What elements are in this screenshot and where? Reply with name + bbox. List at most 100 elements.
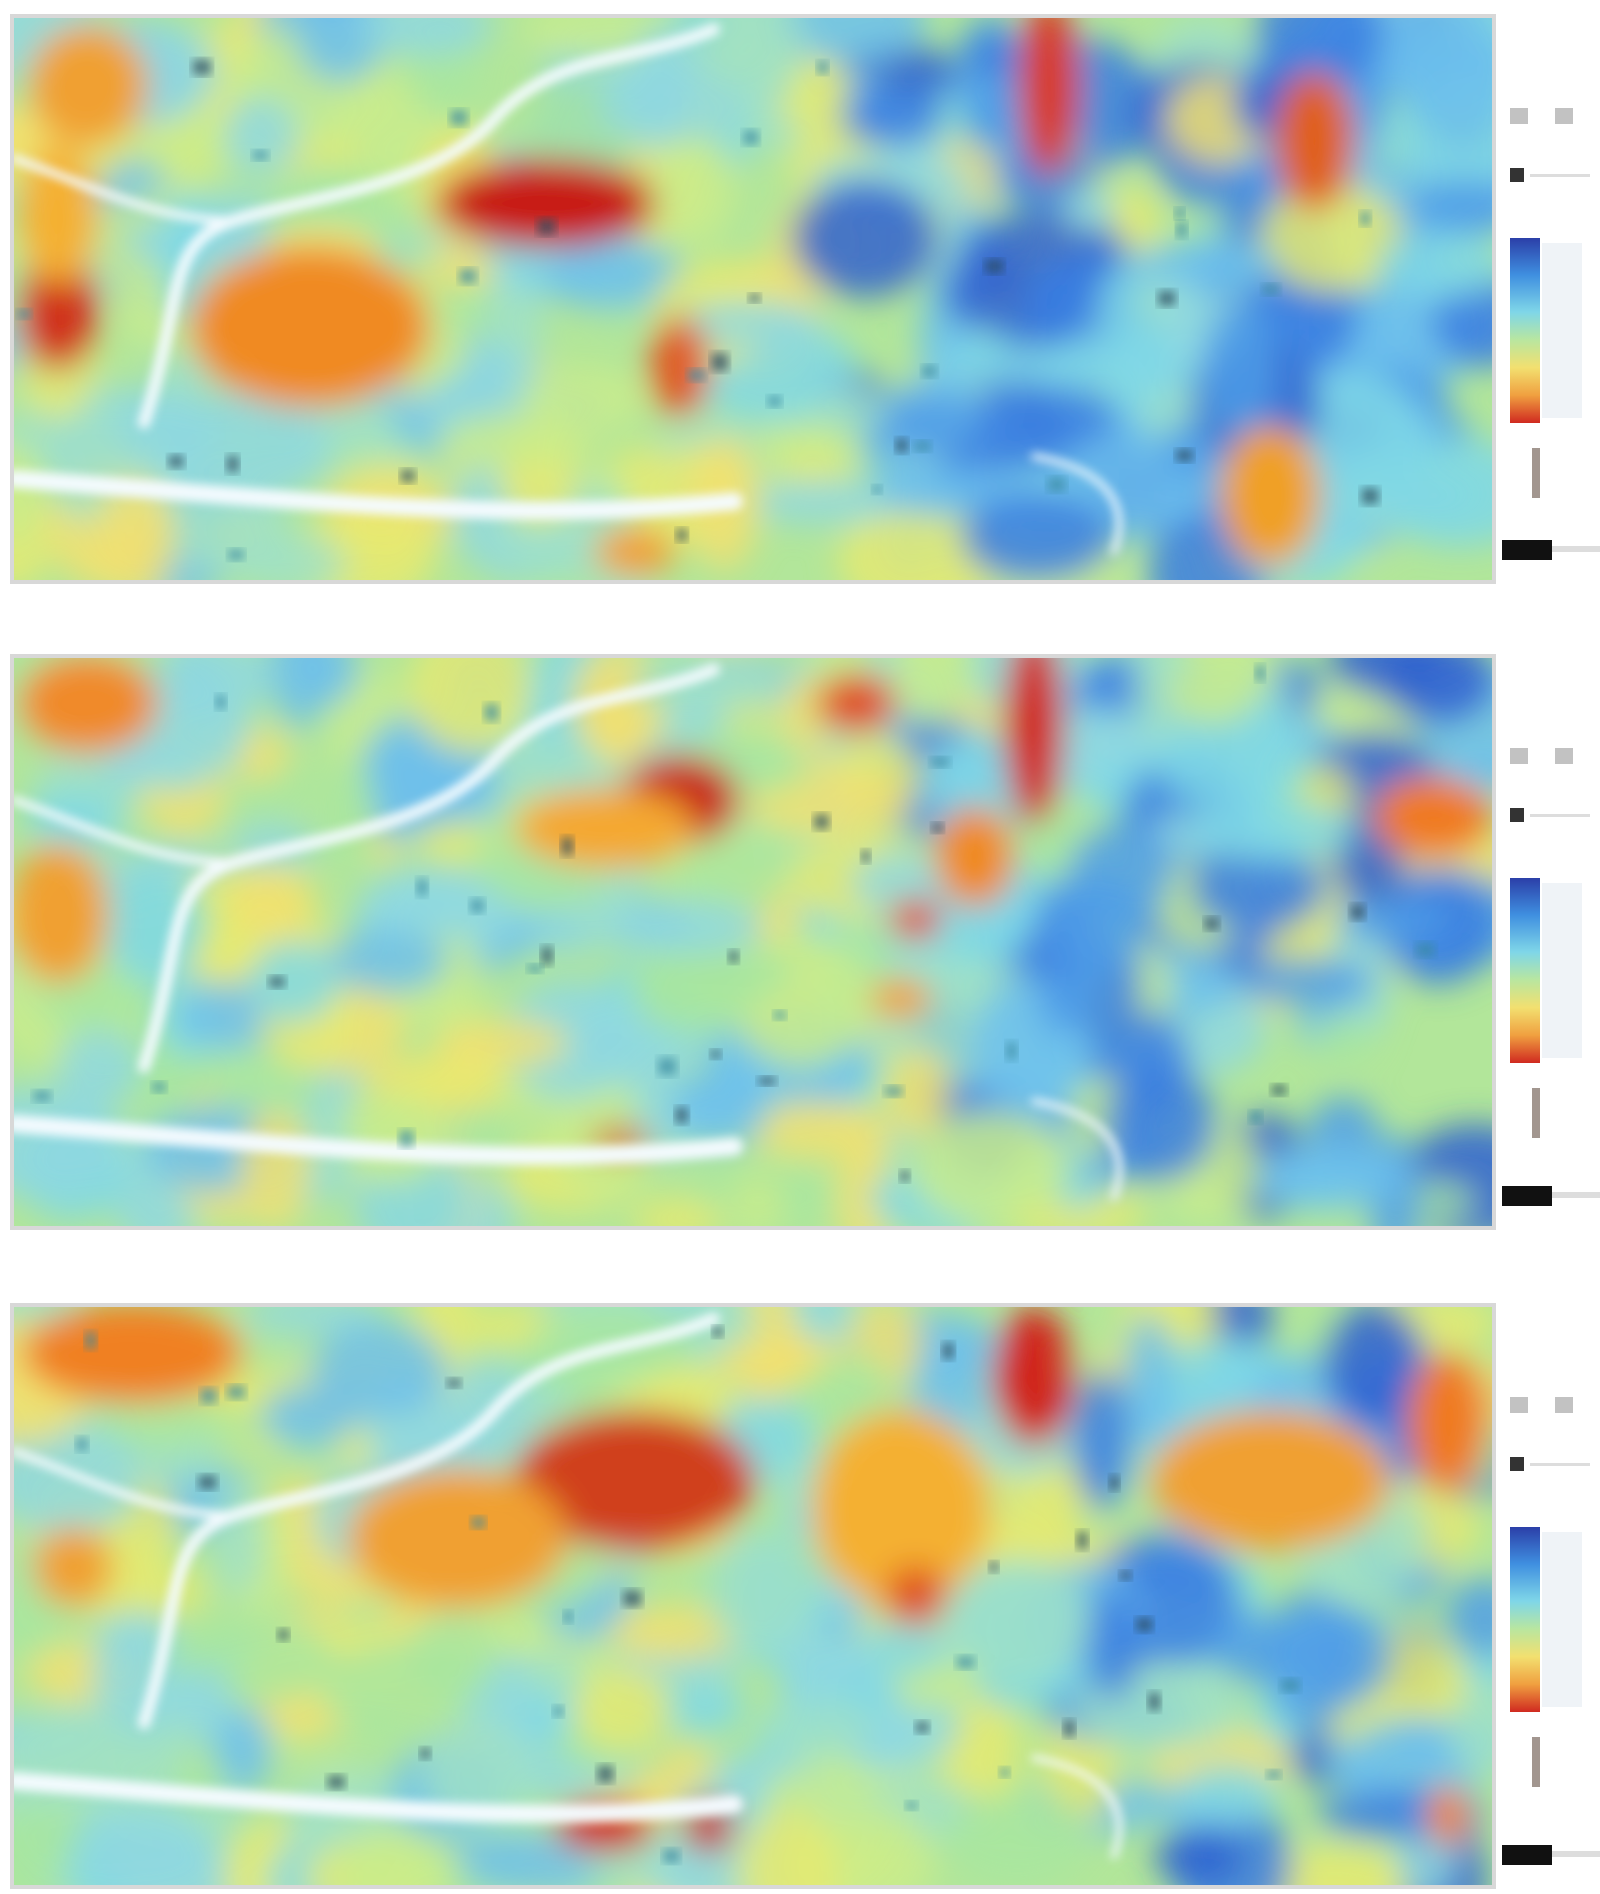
pixel-artifact [420,1748,431,1759]
legend [1502,748,1600,1206]
pixel-artifact [527,964,542,973]
pixel-artifact [1262,284,1279,295]
pixel-artifact [942,1342,954,1359]
pixel-artifact [743,130,759,145]
heat-blob [758,1696,875,1755]
pixel-artifact [459,269,477,284]
heat-blob [327,927,448,994]
heat-blob [841,87,943,147]
heat-blob [261,1384,358,1447]
heat-blob [391,883,450,935]
legend-line [1530,174,1590,177]
pixel-artifact [399,1130,414,1147]
pixel-artifact [914,441,931,452]
heat-blob [745,1100,895,1160]
legend-swatch [1510,748,1528,764]
heat-blob [1178,1763,1279,1827]
heat-blob [503,978,637,1101]
pixel-artifact [85,1332,96,1349]
pixel-artifact [484,703,499,721]
heat-blob [649,1687,746,1731]
map-surface [14,18,1492,580]
pixel-artifact [537,218,556,235]
pixel-artifact [1148,1692,1161,1711]
heat-blob [1263,1144,1409,1208]
pixel-artifact [774,1010,786,1020]
heat-blob [851,851,951,915]
scale-marker [1532,1088,1540,1138]
legend-color-bar [1510,878,1540,1063]
legend-swatch [1510,108,1528,124]
pixel-artifact [956,1656,975,1669]
heat-blob [858,1620,950,1675]
pixel-artifact [768,395,782,407]
pixel-artifact [710,1049,721,1059]
hot-spot [1407,1352,1488,1493]
heat-blob [176,1668,230,1712]
heat-blob [631,938,759,1037]
pixel-artifact [252,150,268,160]
hot-spot [14,843,109,984]
river [14,796,238,867]
heat-blob [603,900,766,955]
pixel-artifact [900,1170,910,1182]
legend-symbol [1510,168,1524,182]
heat-blob [1084,1588,1140,1701]
heat-blob [743,478,904,525]
heat-blob [631,1197,724,1226]
pixel-artifact [17,309,31,319]
pixel-artifact [416,878,428,896]
map-surface [14,1307,1492,1885]
heat-blob [627,658,786,714]
heat-blob [535,241,686,309]
pixel-artifact [1267,1770,1281,1779]
legend [1502,108,1600,560]
scale-bar [1502,1186,1552,1206]
heat-blob [1379,658,1492,725]
pixel-artifact [1176,222,1187,238]
hot-spot [594,526,675,577]
heat-blob [1156,658,1270,726]
pixel-artifact [277,1629,289,1641]
pixel-artifact [447,1378,461,1388]
river-layer [14,23,1123,555]
hot-spot [1220,425,1321,566]
heat-blob [792,1307,854,1343]
heat-blob [311,1322,448,1419]
heat-blob [649,127,735,248]
heat-blob [80,1807,208,1885]
heat-blob [229,865,317,938]
pixel-artifact [33,1090,51,1102]
hot-spot [514,1410,755,1551]
pixel-artifact [814,814,829,830]
heat-blob [891,658,968,724]
pixel-artifact [711,353,728,371]
pixel-artifact [861,850,870,863]
pixel-artifact [227,1385,245,1399]
pixel-artifact [1175,208,1185,219]
pixel-artifact [1416,942,1435,957]
river [1031,453,1123,555]
pixel-artifact [561,837,573,856]
pixel-artifact [663,1849,680,1863]
heat-blob [670,1077,768,1147]
heat-map-panel [10,1303,1600,1889]
heat-blob [1446,1577,1492,1657]
heat-blob [1432,276,1492,368]
hot-spot [1003,658,1064,827]
pixel-artifact [471,1516,486,1529]
heat-map-panel [10,14,1600,584]
pixel-artifact [749,293,760,303]
hot-spot [993,1307,1074,1447]
legend-swatch [1555,748,1573,764]
pixel-artifact [758,1076,776,1085]
scale-bar-line [1552,546,1600,552]
pixel-artifact [985,259,1003,273]
pixel-artifact [931,757,950,767]
legend-swatch [1555,108,1573,124]
pixel-artifact [1361,487,1379,505]
heat-blob [1153,1830,1244,1884]
heat-blob [522,365,648,433]
legend-swatch [1510,1397,1528,1413]
heat-blob [708,1529,809,1654]
